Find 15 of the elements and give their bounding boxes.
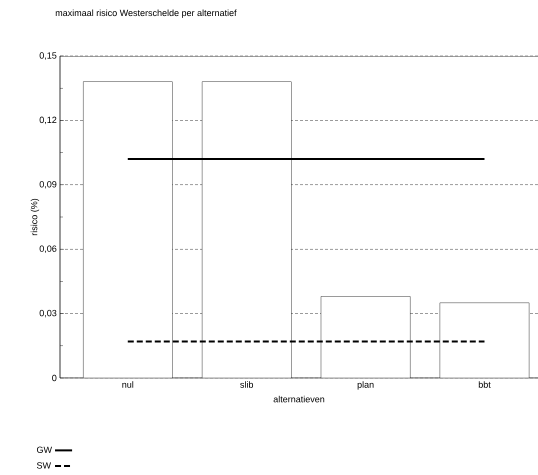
y-tick-label: 0,15 xyxy=(40,52,56,60)
x-tick-label: bbt xyxy=(478,381,491,388)
chart-title: maximaal risico Westerschelde per alternatief xyxy=(56,9,237,18)
y-tick-label: 0,03 xyxy=(40,310,56,318)
x-axis-title: alternatieven xyxy=(274,396,324,402)
legend-label: GW xyxy=(36,446,52,453)
y-tick-label: 0,12 xyxy=(40,116,56,124)
y-axis-title: risico (%) xyxy=(30,198,40,236)
legend-label: SW xyxy=(36,462,51,469)
x-tick-label: plan xyxy=(358,381,374,390)
y-tick-label: 0,09 xyxy=(40,181,56,189)
y-tick-label: 0,06 xyxy=(40,245,56,253)
x-tick-label: nul xyxy=(122,381,134,388)
y-tick-label: 0 xyxy=(52,374,56,382)
x-tick-label: slib xyxy=(240,381,254,388)
